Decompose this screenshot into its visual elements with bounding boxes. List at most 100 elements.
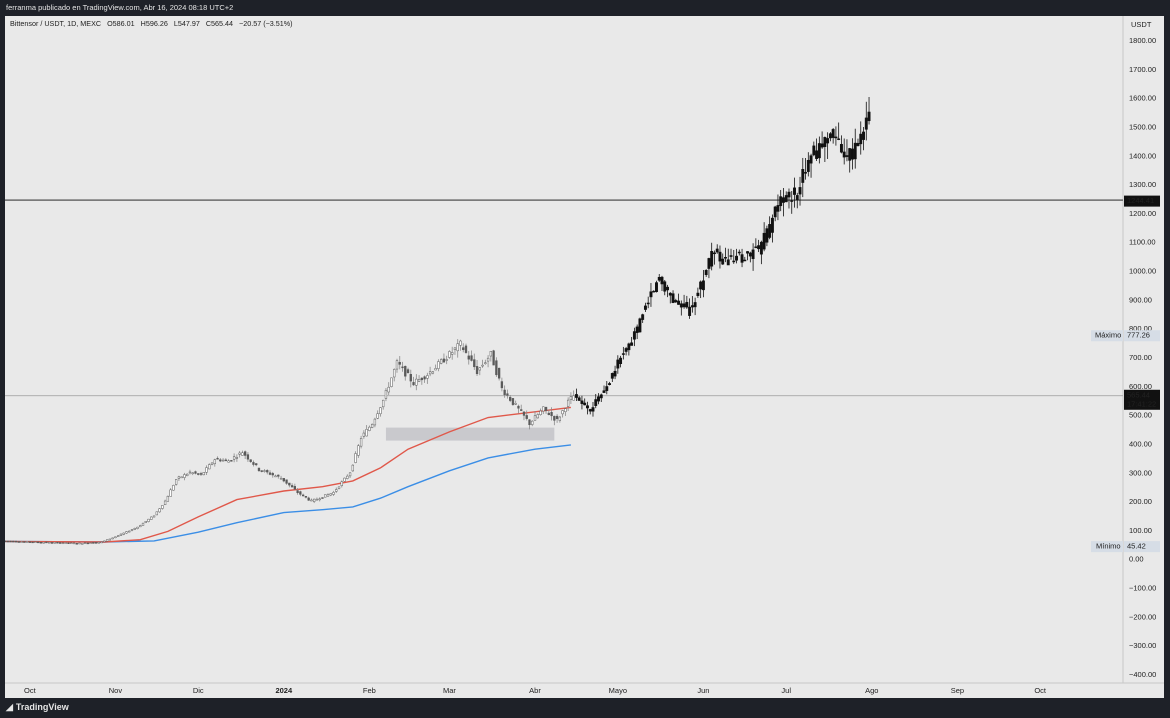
x-tick-label: Mar [443, 686, 456, 695]
legend-close: C565.44 [205, 19, 234, 28]
history-candle-body [431, 371, 435, 374]
projection-candle-body [842, 151, 846, 158]
history-candle-body [362, 432, 366, 437]
y-tick-label: 1400.00 [1129, 151, 1156, 160]
history-candle-body [14, 540, 18, 543]
max-price-label-text: 777.26 [1127, 331, 1150, 340]
history-candle-body [359, 438, 363, 447]
history-candle-body [56, 541, 59, 544]
history-candle-body [50, 542, 54, 544]
legend-symbol: Bittensor / USDT, 1D, MEXC [10, 19, 102, 28]
x-tick-label: Ago [865, 686, 878, 695]
level-price-label-text: 1244.41 [1127, 196, 1154, 205]
legend-open: O586.01 [107, 19, 135, 28]
history-candle-body [78, 542, 81, 545]
y-tick-label: −300.00 [1129, 641, 1156, 650]
history-candle-body [139, 525, 142, 528]
projection-candle-body [845, 155, 849, 157]
min-price-label [1124, 541, 1160, 553]
support-zone [385, 427, 555, 441]
history-candle-body [525, 415, 528, 419]
history-candle-body [379, 407, 382, 415]
history-candle-body [440, 359, 443, 364]
history-candle-body [166, 495, 170, 502]
history-candle-body [188, 471, 192, 474]
y-tick-label: 1000.00 [1129, 267, 1156, 276]
history-candle-body [566, 399, 570, 407]
projection-candle-body [610, 373, 614, 379]
history-candle-body [445, 359, 448, 361]
history-candle-body [274, 475, 277, 478]
projection-candle-body [776, 205, 780, 212]
history-candle-body [12, 540, 15, 543]
history-candle-body [94, 542, 98, 544]
history-candle-body [337, 486, 341, 489]
history-candle-body [25, 541, 29, 543]
history-candle-body [384, 389, 388, 399]
history-candle-body [20, 541, 23, 543]
history-candle-body [100, 541, 103, 544]
brand-name: TradingView [15, 702, 69, 712]
projection-candle-body [583, 402, 587, 406]
history-candle-body [509, 396, 512, 401]
projection-candle-body [624, 348, 628, 352]
projection-candle-body [790, 200, 794, 202]
history-candle-body [462, 347, 465, 351]
history-candle-body [376, 413, 379, 419]
publish-bar: ferranma publicado en TradingView.com, A… [0, 0, 1170, 16]
history-candle-body [271, 473, 274, 476]
history-candle-body [227, 460, 230, 463]
history-candle-body [448, 351, 451, 358]
history-candle-body [28, 541, 31, 543]
history-candle-body [395, 360, 399, 370]
projection-candle-body [798, 187, 802, 195]
projection-candle-body [638, 318, 642, 333]
history-candle-body [572, 395, 575, 401]
projection-candle-body [867, 111, 871, 122]
projection-candle-body [704, 270, 708, 275]
chart-pane[interactable]: USDT 1800.00 1700.00 1600.00 1500.00 1400.00 1… [5, 16, 1164, 698]
projection-candle-body [715, 248, 719, 253]
history-candle-body [257, 467, 261, 471]
history-candle-body [326, 494, 330, 497]
history-candle-body [246, 454, 250, 460]
history-candle-body [81, 543, 84, 545]
projection-candle-body [668, 292, 672, 296]
projection-candle-body [641, 314, 645, 320]
history-candle-body [141, 522, 145, 526]
history-candle-body [290, 485, 294, 488]
projection-candle-body [599, 394, 603, 399]
history-candle-body [321, 497, 324, 499]
history-candle-body [365, 429, 368, 437]
x-tick-label: Abr [529, 686, 541, 695]
tradingview-logo[interactable]: ◢ TradingView [6, 702, 69, 713]
footer-bar: ◢ TradingView [0, 698, 1170, 718]
projection-candle-body [851, 148, 854, 160]
history-candle-body [150, 516, 153, 520]
max-title-bg [1091, 330, 1123, 342]
history-candle-body [5, 540, 7, 543]
history-candle-body [31, 541, 34, 544]
y-tick-label: 800.00 [1129, 324, 1152, 333]
projection-candle-body [621, 353, 625, 355]
history-candle-body [542, 406, 545, 412]
history-candle-body [175, 479, 178, 485]
history-candle-body [489, 351, 492, 357]
projection-candle-body [773, 206, 777, 218]
history-candle-body [558, 416, 562, 421]
projection-candle-body [726, 259, 730, 266]
history-candle-body [511, 398, 515, 405]
history-candle-body [503, 389, 506, 396]
history-candle-body [497, 367, 501, 379]
projection-candle-body [712, 252, 716, 255]
history-candle-body [451, 352, 454, 355]
sma-red-line [5, 406, 571, 543]
projection-candle-body [707, 258, 711, 269]
history-candle-body [536, 414, 539, 419]
history-candle-body [564, 408, 567, 413]
current-price-label-text: 565.44 [1127, 390, 1150, 399]
price-chart[interactable]: USDT 1800.00 1700.00 1600.00 1500.00 1400.00 1… [5, 16, 1164, 698]
history-candle-body [467, 355, 470, 360]
history-candle-body [288, 482, 291, 486]
history-candle-body [313, 498, 316, 502]
